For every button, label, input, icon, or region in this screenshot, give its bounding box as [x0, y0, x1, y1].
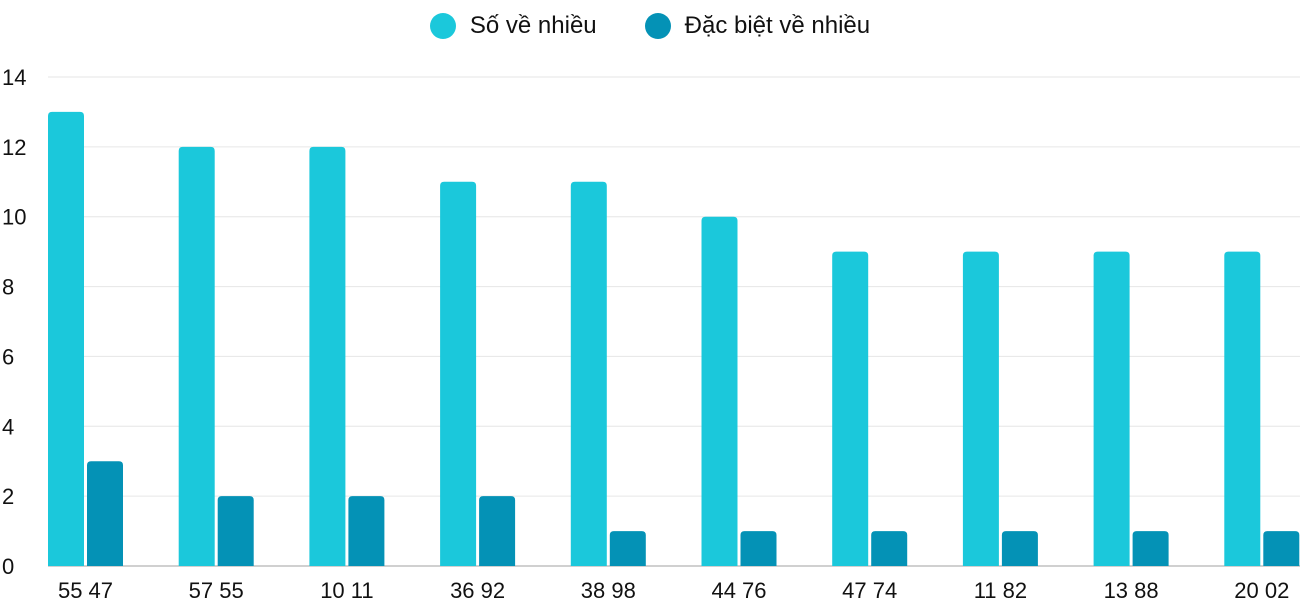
bar-dac-biet-ve-nhieu: [1001, 531, 1038, 566]
y-tick-label: 6: [2, 344, 14, 369]
x-tick-label: 44 76: [711, 578, 766, 600]
legend-label: Số về nhiều: [469, 12, 597, 39]
y-tick-label: 8: [2, 275, 14, 300]
y-tick-label: 14: [2, 65, 26, 90]
y-tick-label: 4: [2, 414, 14, 439]
y-tick-label: 2: [2, 484, 14, 509]
bar-dac-biet-ve-nhieu: [479, 496, 516, 566]
x-tick-label: 20 02: [1234, 578, 1289, 600]
bar-so-ve-nhieu: [309, 146, 346, 566]
x-tick-label: 36 92: [450, 578, 505, 600]
x-tick-label: 38 98: [581, 578, 636, 600]
bar-so-ve-nhieu: [701, 216, 738, 566]
legend-label: Đặc biệt về nhiều: [684, 12, 871, 39]
legend-item-dac-biet-ve-nhieu[interactable]: Đặc biệt về nhiều: [644, 12, 871, 40]
y-tick-label: 0: [2, 554, 14, 579]
x-tick-label: 13 88: [1104, 578, 1159, 600]
legend-swatch: [644, 13, 671, 39]
bar-dac-biet-ve-nhieu: [740, 531, 777, 566]
bar-dac-biet-ve-nhieu: [87, 461, 123, 566]
bar-so-ve-nhieu: [440, 181, 477, 567]
x-tick-label: 55 47: [58, 578, 113, 600]
bar-dac-biet-ve-nhieu: [1132, 531, 1169, 566]
bar-dac-biet-ve-nhieu: [217, 496, 254, 566]
legend: Số về nhiều Đặc biệt về nhiều: [0, 12, 1300, 40]
y-tick-label: 10: [2, 205, 26, 230]
y-tick-label: 12: [2, 135, 26, 160]
bar-so-ve-nhieu: [832, 251, 869, 566]
bar-dac-biet-ve-nhieu: [871, 531, 908, 566]
bar-so-ve-nhieu: [1224, 251, 1261, 566]
x-tick-label: 11 82: [974, 578, 1027, 600]
bar-so-ve-nhieu: [178, 146, 215, 566]
legend-item-so-ve-nhieu[interactable]: Số về nhiều: [429, 12, 597, 40]
bar-so-ve-nhieu: [1093, 251, 1130, 566]
x-tick-label: 47 74: [842, 578, 897, 600]
bar-dac-biet-ve-nhieu: [348, 496, 385, 566]
x-tick-label: 10 11: [320, 578, 373, 600]
bar-dac-biet-ve-nhieu: [609, 531, 646, 566]
bar-so-ve-nhieu: [962, 251, 999, 566]
bar-dac-biet-ve-nhieu: [1263, 531, 1300, 566]
legend-swatch: [429, 13, 456, 39]
bar-so-ve-nhieu: [48, 111, 84, 566]
bar-so-ve-nhieu: [570, 181, 607, 567]
x-tick-label: 57 55: [189, 578, 244, 600]
